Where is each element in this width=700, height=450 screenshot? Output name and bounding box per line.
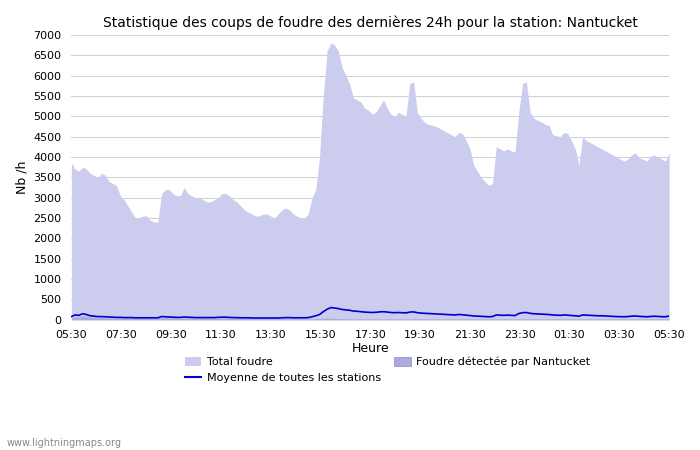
Title: Statistique des coups de foudre des dernières 24h pour la station: Nantucket: Statistique des coups de foudre des dern… (103, 15, 638, 30)
X-axis label: Heure: Heure (351, 342, 389, 356)
Text: www.lightningmaps.org: www.lightningmaps.org (7, 438, 122, 448)
Legend: Total foudre, Moyenne de toutes les stations, Foudre détectée par Nantucket: Total foudre, Moyenne de toutes les stat… (185, 357, 591, 383)
Y-axis label: Nb /h: Nb /h (15, 161, 28, 194)
